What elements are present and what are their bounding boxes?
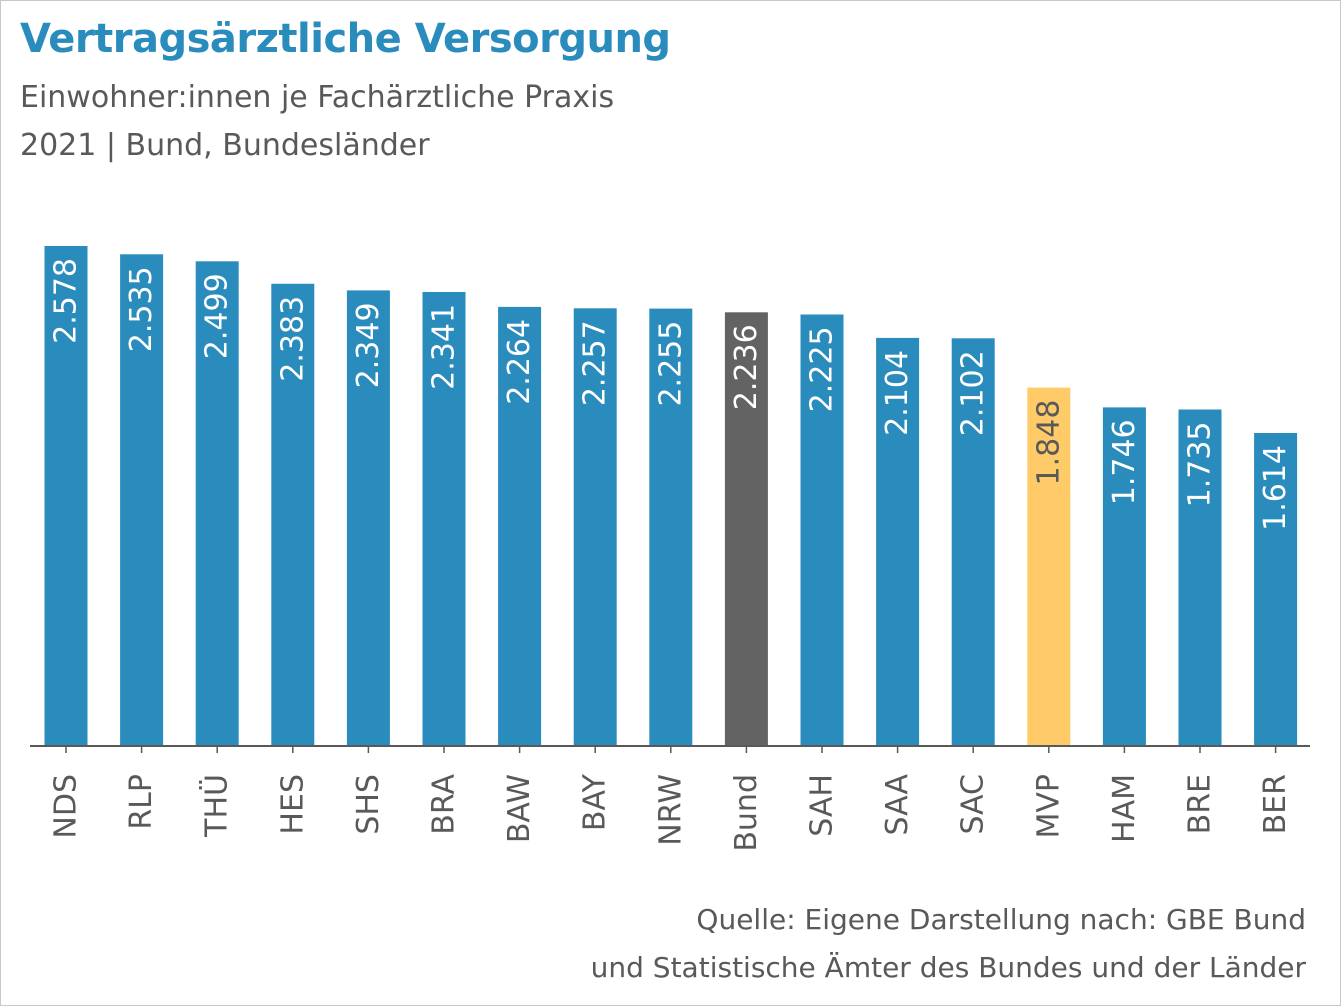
x-tick-label-bay: BAY [578, 773, 613, 831]
x-tick-label-baw: BAW [502, 774, 537, 843]
data-label-baw: 2.264 [502, 319, 537, 405]
chart-title: Vertragsärztliche Versorgung [20, 16, 671, 62]
data-label-saa: 2.104 [880, 350, 915, 436]
x-tick-label-mvp: MVP [1031, 774, 1066, 839]
x-tick-label-hes: HES [275, 774, 310, 835]
data-label-hes: 2.383 [275, 296, 310, 382]
bar-mvp [1027, 387, 1071, 746]
data-label-mvp: 1.848 [1031, 400, 1066, 486]
data-label-sac: 2.102 [956, 350, 991, 436]
bar-ham [1102, 407, 1146, 746]
x-tick-label-bra: BRA [427, 774, 462, 835]
data-label-rlp: 2.535 [124, 266, 159, 352]
x-tick-label-rlp: RLP [124, 774, 159, 830]
bar-nrw [649, 308, 693, 746]
chart-subtitle-measure: Einwohner:innen je Fachärztliche Praxis [20, 80, 615, 115]
data-label-nds: 2.578 [49, 258, 84, 344]
data-label-thue: 2.499 [200, 273, 235, 359]
x-tick-label-sah: SAH [805, 774, 840, 837]
data-label-nrw: 2.255 [653, 321, 688, 407]
data-label-ber: 1.614 [1258, 445, 1293, 531]
data-label-bund: 2.236 [729, 324, 764, 410]
data-label-bra: 2.341 [427, 304, 462, 390]
chart-subtitle-scope: 2021 | Bund, Bundesländer [20, 128, 430, 163]
bar-nds [44, 246, 88, 746]
bar-rlp [120, 254, 164, 747]
x-tick-label-bund: Bund [729, 774, 764, 852]
bar-thue [195, 261, 239, 746]
bar-ber [1254, 433, 1298, 746]
bar-sac [951, 338, 995, 746]
source-note-line2: und Statistische Ämter des Bundes und de… [590, 951, 1306, 984]
x-tick-label-shs: SHS [351, 774, 386, 835]
x-tick-label-ber: BER [1258, 774, 1293, 834]
bar-bra [422, 292, 466, 746]
source-note-line1: Quelle: Eigene Darstellung nach: GBE Bun… [696, 903, 1306, 936]
x-tick-label-saa: SAA [880, 774, 915, 836]
bar-shs [346, 290, 390, 746]
data-label-bre: 1.735 [1183, 421, 1218, 507]
data-label-bay: 2.257 [578, 320, 613, 406]
bar-bre [1178, 409, 1222, 746]
x-tick-label-sac: SAC [956, 774, 991, 835]
x-tick-label-nds: NDS [49, 774, 84, 839]
data-label-sah: 2.225 [805, 326, 840, 412]
bar-bay [573, 308, 617, 746]
x-tick-label-thue: THÜ [199, 774, 235, 838]
bar-bund [724, 312, 768, 746]
x-tick-label-ham: HAM [1107, 774, 1142, 843]
data-label-shs: 2.349 [351, 302, 386, 388]
bar-saa [876, 337, 920, 746]
bar-sah [800, 314, 844, 746]
bar-baw [498, 306, 542, 746]
x-tick-label-nrw: NRW [653, 774, 688, 846]
bar-hes [271, 283, 315, 746]
data-label-ham: 1.746 [1107, 419, 1142, 505]
x-tick-label-bre: BRE [1183, 774, 1218, 834]
